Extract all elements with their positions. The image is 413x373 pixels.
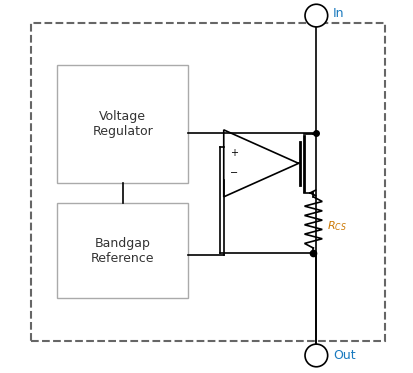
Circle shape [304, 4, 327, 27]
Bar [57, 203, 188, 298]
Bar [31, 23, 385, 341]
Text: Voltage
Regulator: Voltage Regulator [92, 110, 153, 138]
Circle shape [304, 344, 327, 367]
Text: Bandgap
Reference: Bandgap Reference [91, 236, 154, 264]
Text: −: − [229, 168, 237, 178]
Text: Out: Out [332, 349, 355, 362]
Text: $R_{CS}$: $R_{CS}$ [326, 219, 346, 233]
Bar [57, 65, 188, 183]
Text: +: + [229, 148, 237, 159]
Text: In: In [332, 7, 344, 20]
